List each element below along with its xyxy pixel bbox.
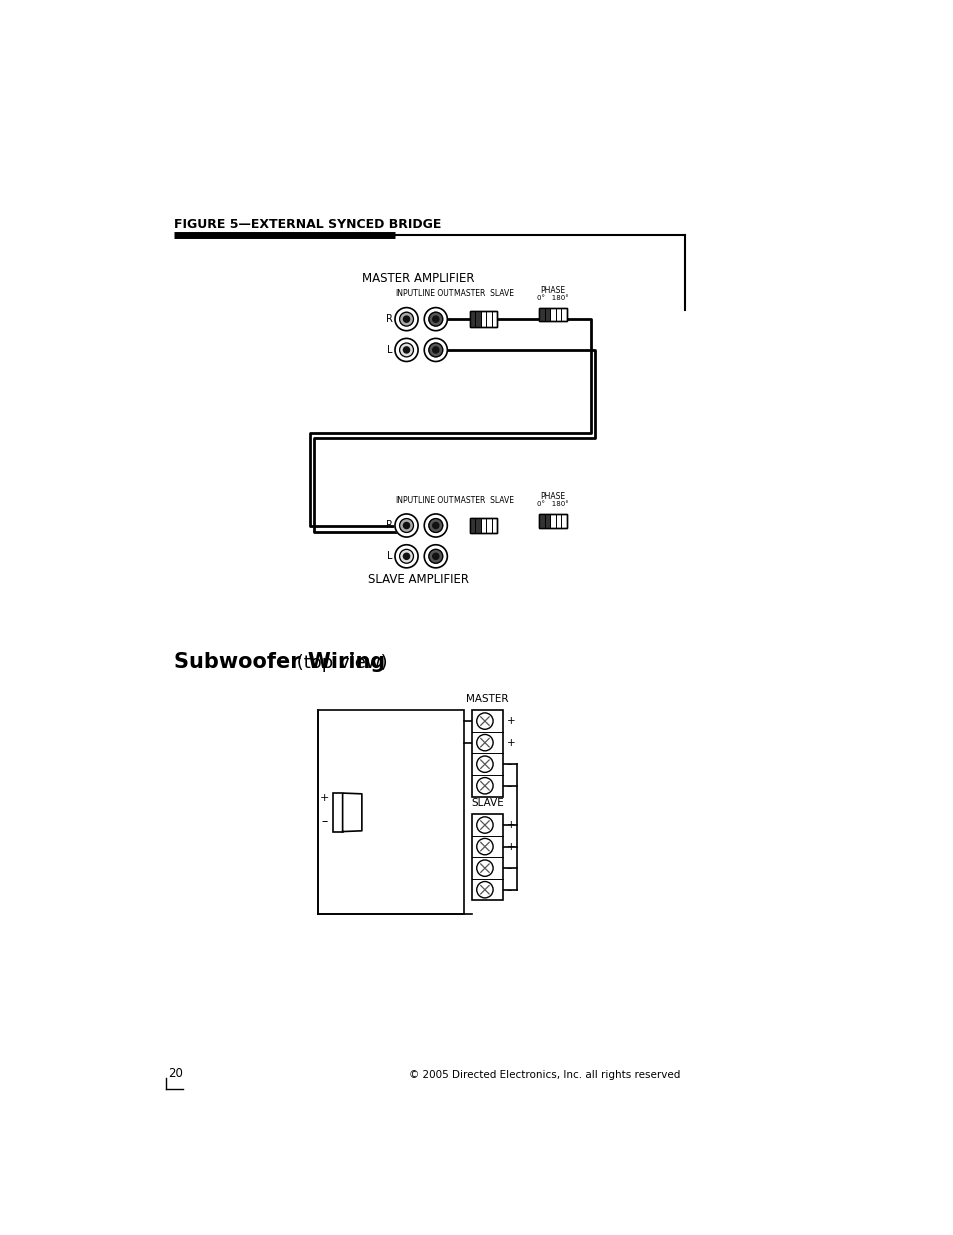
Text: –: –: [506, 863, 512, 873]
Text: L: L: [387, 551, 393, 561]
Text: PHASE: PHASE: [539, 285, 565, 294]
Circle shape: [433, 347, 438, 353]
Text: +: +: [506, 841, 515, 852]
Circle shape: [395, 545, 417, 568]
Circle shape: [399, 519, 413, 532]
Bar: [472, 710, 502, 797]
Circle shape: [476, 839, 493, 855]
Circle shape: [433, 316, 438, 322]
Circle shape: [429, 343, 442, 357]
Text: +: +: [506, 737, 515, 747]
Circle shape: [399, 312, 413, 326]
Bar: [538, 308, 551, 321]
Text: MASTER  SLAVE: MASTER SLAVE: [453, 289, 513, 299]
Text: 0°   180°: 0° 180°: [537, 295, 568, 300]
Circle shape: [424, 308, 447, 331]
Circle shape: [476, 756, 493, 772]
Bar: [469, 517, 497, 534]
Text: +: +: [506, 716, 515, 726]
Bar: [469, 311, 497, 327]
Circle shape: [399, 550, 413, 563]
Circle shape: [395, 338, 417, 362]
Circle shape: [424, 338, 447, 362]
Text: Subwoofer Wiring: Subwoofer Wiring: [173, 652, 385, 672]
Circle shape: [429, 312, 442, 326]
Circle shape: [429, 519, 442, 532]
Text: PHASE: PHASE: [539, 492, 565, 501]
Circle shape: [476, 778, 493, 794]
Text: –: –: [320, 815, 327, 827]
Circle shape: [403, 347, 409, 353]
Circle shape: [476, 860, 493, 877]
Bar: [538, 514, 566, 527]
Bar: [538, 308, 566, 321]
Bar: [469, 517, 497, 534]
Text: R: R: [385, 520, 393, 531]
Circle shape: [433, 553, 438, 559]
Bar: [538, 514, 566, 527]
Bar: [538, 514, 551, 527]
Circle shape: [424, 514, 447, 537]
Text: 0°   180°: 0° 180°: [537, 501, 568, 508]
Text: MASTER: MASTER: [466, 694, 508, 704]
Circle shape: [476, 816, 493, 834]
Text: +: +: [506, 820, 515, 830]
Text: MASTER  SLAVE: MASTER SLAVE: [453, 495, 513, 505]
Text: FIGURE 5—EXTERNAL SYNCED BRIDGE: FIGURE 5—EXTERNAL SYNCED BRIDGE: [173, 217, 441, 231]
Text: L: L: [387, 345, 393, 354]
Circle shape: [395, 514, 417, 537]
Bar: [538, 308, 566, 321]
Circle shape: [429, 550, 442, 563]
Text: LINE OUT: LINE OUT: [417, 495, 453, 505]
Circle shape: [403, 522, 409, 529]
Polygon shape: [342, 793, 361, 831]
Text: INPUT: INPUT: [395, 495, 417, 505]
Text: MASTER AMPLIFIER: MASTER AMPLIFIER: [361, 272, 474, 285]
Text: INPUT: INPUT: [395, 289, 417, 299]
Bar: [317, 710, 464, 914]
Text: –: –: [506, 781, 512, 790]
Bar: [469, 311, 481, 327]
Text: 20: 20: [168, 1067, 183, 1079]
Circle shape: [403, 553, 409, 559]
Text: –: –: [506, 884, 512, 894]
Text: –: –: [506, 760, 512, 769]
Bar: [472, 814, 502, 900]
Text: R: R: [385, 314, 393, 324]
Bar: [469, 311, 497, 327]
Circle shape: [476, 735, 493, 751]
Text: +: +: [319, 793, 329, 804]
Circle shape: [403, 316, 409, 322]
Bar: [469, 517, 481, 534]
Text: LINE OUT: LINE OUT: [417, 289, 453, 299]
Bar: [333, 793, 342, 831]
Text: SLAVE: SLAVE: [471, 798, 503, 808]
Text: (top view): (top view): [291, 653, 387, 672]
Circle shape: [476, 882, 493, 898]
Circle shape: [399, 343, 413, 357]
Text: SLAVE AMPLIFIER: SLAVE AMPLIFIER: [367, 573, 468, 585]
Circle shape: [476, 713, 493, 730]
Circle shape: [433, 522, 438, 529]
Circle shape: [424, 545, 447, 568]
Circle shape: [395, 308, 417, 331]
Text: © 2005 Directed Electronics, Inc. all rights reserved: © 2005 Directed Electronics, Inc. all ri…: [409, 1070, 680, 1079]
